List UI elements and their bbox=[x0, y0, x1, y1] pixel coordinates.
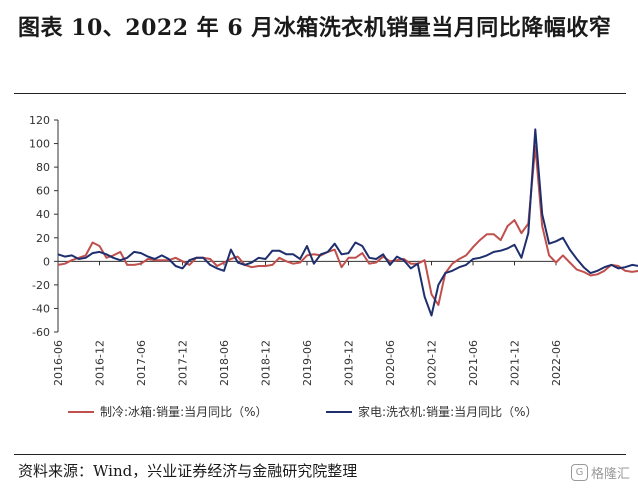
x-tick-label: 2016-12 bbox=[94, 340, 107, 386]
series-line-1 bbox=[57, 144, 638, 306]
y-tick-label: -40 bbox=[32, 302, 50, 315]
watermark-logo-icon: G bbox=[570, 464, 588, 481]
x-tick-label: 2020-12 bbox=[426, 340, 439, 386]
y-tick-label: 60 bbox=[36, 185, 50, 198]
bottom-rule bbox=[14, 454, 626, 455]
y-tick-label: 0 bbox=[43, 255, 50, 268]
y-tick-label: -60 bbox=[32, 326, 50, 339]
y-tick-label: -20 bbox=[32, 279, 50, 292]
x-tick-label: 2018-06 bbox=[218, 340, 231, 386]
y-tick-label: 20 bbox=[36, 232, 50, 245]
x-tick-label: 2017-06 bbox=[135, 340, 148, 386]
series-line-2 bbox=[57, 128, 638, 317]
legend-label-2: 家电:洗衣机:销量:当月同比（%） bbox=[358, 404, 538, 419]
legend-label-1: 制冷:冰箱:销量:当月同比（%） bbox=[100, 404, 268, 419]
chart-series bbox=[57, 128, 638, 317]
y-tick-label: 120 bbox=[29, 114, 50, 127]
x-tick-label: 2022-06 bbox=[550, 340, 563, 386]
y-tick-label: 40 bbox=[36, 208, 50, 221]
y-tick-label: 80 bbox=[36, 161, 50, 174]
x-tick-label: 2016-06 bbox=[52, 340, 65, 386]
y-tick-label: 100 bbox=[29, 138, 50, 151]
watermark-text: 格隆汇 bbox=[590, 467, 630, 482]
x-tick-label: 2018-12 bbox=[260, 340, 273, 386]
x-tick-label: 2019-12 bbox=[343, 340, 356, 386]
watermark: G 格隆汇 bbox=[570, 463, 630, 482]
chart-title: 图表 10、2022 年 6 月冰箱洗衣机销量当月同比降幅收窄 bbox=[18, 15, 612, 41]
top-rule bbox=[14, 93, 626, 94]
x-tick-label: 2021-12 bbox=[509, 340, 522, 386]
x-tick-label: 2020-06 bbox=[384, 340, 397, 386]
chart-axes: -60 -40 -20 0 20 40 60 80 100 120 2016-06 2016-12 20… bbox=[29, 114, 563, 386]
x-tick-label: 2019-06 bbox=[301, 340, 314, 386]
chart-legend: 制冷:冰箱:销量:当月同比（%） 家电:洗衣机:销量:当月同比（%） bbox=[68, 404, 538, 419]
source-note: 资料来源：Wind，兴业证券经济与金融研究院整理 bbox=[18, 462, 358, 480]
x-tick-label: 2021-06 bbox=[467, 340, 480, 386]
x-tick-label: 2017-12 bbox=[177, 340, 190, 386]
